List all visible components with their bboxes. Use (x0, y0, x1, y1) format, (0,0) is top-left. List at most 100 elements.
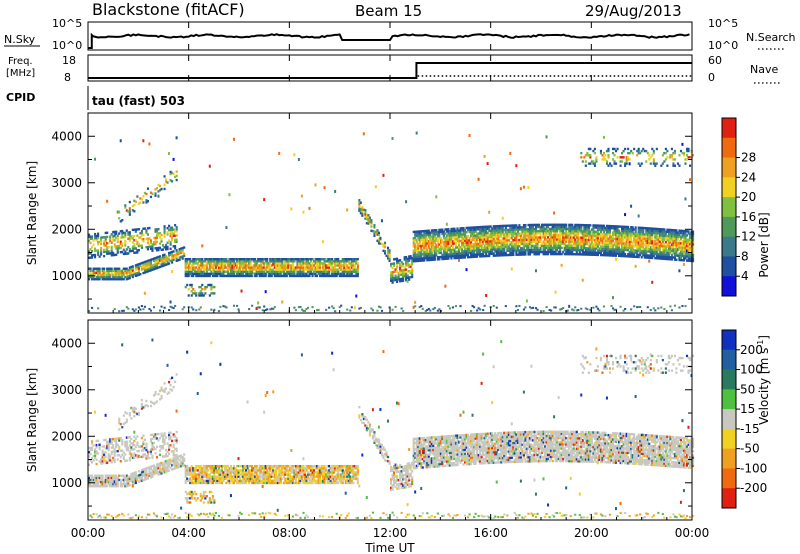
echo-cell (418, 236, 421, 239)
echo-cell (544, 246, 547, 250)
echo-cell (648, 154, 651, 157)
echo-cell (622, 227, 625, 231)
echo-cell (565, 225, 568, 229)
echo-cell (103, 453, 106, 456)
echo-cell (560, 229, 563, 233)
echo-cell (565, 244, 568, 247)
echo-cell (491, 250, 494, 253)
echo-cell (143, 227, 146, 230)
echo-cell (140, 305, 143, 308)
echo-cell (595, 158, 598, 161)
echo-cell (243, 260, 246, 263)
echo-cell (239, 270, 242, 273)
echo-cell (584, 238, 587, 242)
echo-cell (139, 264, 142, 267)
echo-cell (456, 229, 459, 232)
echo-cell (103, 240, 106, 243)
echo-cell (485, 236, 488, 239)
echo-cell (294, 274, 297, 278)
echo-cell (589, 162, 592, 165)
echo-cell (208, 268, 211, 271)
echo-cell (554, 238, 557, 241)
echo-cell (260, 264, 263, 267)
echo-cell (430, 256, 433, 259)
echo-cell (89, 514, 92, 517)
echo-cell (479, 240, 482, 243)
echo-cell (110, 478, 113, 482)
echo-cell (444, 242, 447, 246)
echo-cell (130, 249, 133, 253)
echo-cell (624, 225, 627, 229)
echo-cell (589, 308, 592, 311)
echo-cell (319, 264, 322, 267)
echo-cell (396, 265, 399, 269)
echo-cell (645, 254, 648, 257)
echo-cell (335, 262, 338, 265)
echo-cell (548, 238, 551, 241)
echo-cell (441, 255, 444, 259)
echo-cell (421, 236, 424, 239)
echo-cell (169, 226, 172, 230)
echo-cell (456, 235, 459, 239)
echo-cell (649, 227, 652, 230)
echo-cell (605, 245, 609, 249)
echo-cell (258, 274, 261, 278)
echo-cell (151, 268, 154, 271)
echo-cell (177, 259, 180, 262)
echo-cell (596, 234, 599, 238)
echo-cell (492, 233, 495, 236)
echo-cell (548, 248, 551, 252)
echo-cell (118, 232, 121, 235)
echo-cell (235, 260, 239, 263)
echo-cell (637, 255, 640, 259)
echo-cell (692, 253, 695, 256)
echo-cell (483, 236, 486, 239)
echo-cell (622, 250, 625, 254)
echo-cell (510, 267, 513, 271)
echo-cell (122, 252, 125, 256)
echo-cell (486, 250, 489, 254)
echo-cell (545, 227, 548, 231)
echo-cell (687, 244, 690, 248)
echo-cell (98, 255, 101, 258)
echo-cell (216, 262, 219, 265)
echo-cell (545, 231, 548, 235)
echo-cell (601, 158, 604, 161)
echo-cell (245, 258, 248, 261)
echo-cell (675, 231, 678, 234)
echo-cell (649, 237, 652, 241)
echo-cell (204, 274, 207, 278)
echo-cell (100, 485, 103, 488)
echo-cell (679, 248, 683, 251)
echo-cell (550, 227, 553, 231)
echo-cell (556, 240, 559, 243)
echo-cell (473, 249, 476, 252)
echo-cell (309, 272, 313, 276)
echo-cell (146, 241, 149, 245)
echo-cell (249, 274, 252, 278)
echo-cell (332, 266, 335, 269)
echo-cell (450, 242, 453, 245)
echo-cell (473, 255, 476, 258)
echo-cell (578, 228, 581, 231)
echo-cell (681, 231, 684, 235)
echo-cell (146, 263, 149, 267)
echo-cell (412, 241, 415, 244)
echo-cell (652, 252, 655, 256)
echo-cell (566, 248, 569, 252)
echo-cell (297, 258, 300, 261)
echo-cell (115, 439, 118, 443)
freq-trace (88, 62, 692, 79)
echo-cell (121, 478, 124, 482)
echo-cell (559, 236, 562, 239)
echo-cell (584, 164, 587, 167)
echo-cell (482, 252, 485, 256)
echo-cell (128, 235, 131, 238)
echo-cell (457, 256, 461, 259)
echo-cell (616, 246, 619, 249)
echo-cell (414, 251, 417, 254)
echo-cell (578, 240, 581, 244)
echo-cell (284, 258, 287, 261)
echo-cell (95, 275, 98, 279)
echo-cell (107, 453, 110, 456)
